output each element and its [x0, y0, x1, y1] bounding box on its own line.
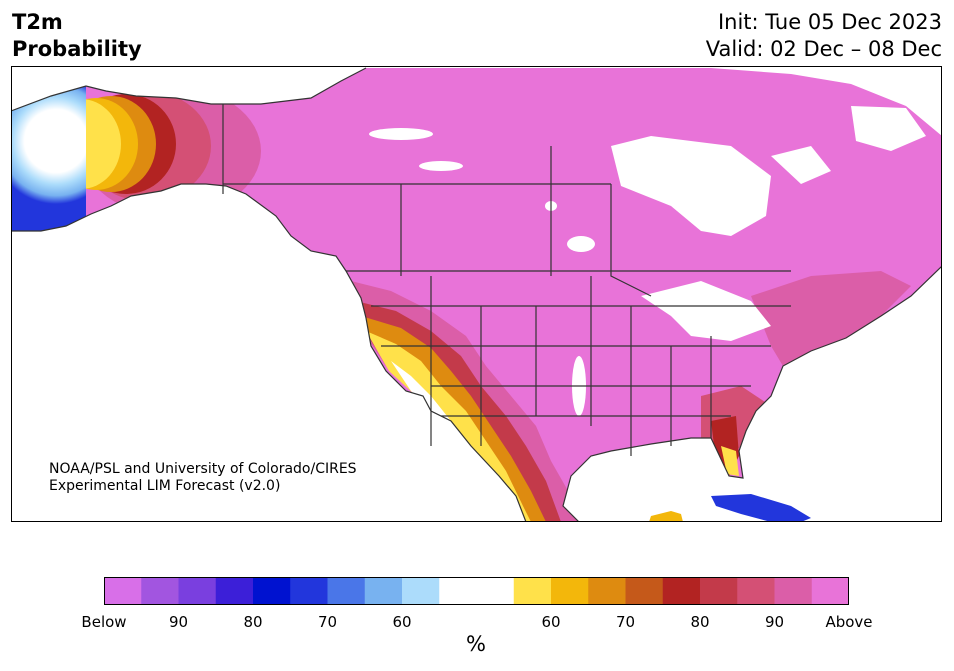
init-date: Init: Tue 05 Dec 2023 [717, 10, 942, 34]
credit-line-2: Experimental LIM Forecast (v2.0) [49, 478, 281, 494]
colorbar-segment [253, 577, 291, 605]
colorbar-segment [737, 577, 775, 605]
colorbar-segment [215, 577, 254, 605]
colorbar [104, 577, 849, 605]
colorbar-ticks: Below 90 80 70 60 60 70 80 90 Above [0, 613, 954, 633]
colorbar-segment [104, 577, 142, 605]
product-label: Probability [12, 37, 142, 61]
colorbar-segment [588, 577, 626, 605]
colorbar-tick-label: 70 [317, 613, 338, 631]
colorbar-segment [625, 577, 664, 605]
colorbar-tick-label: Below [81, 613, 127, 631]
colorbar-tick-label: 60 [541, 613, 561, 631]
colorbar-segment [662, 577, 701, 605]
colorbar-tick-label: 90 [764, 613, 785, 631]
credit-text: NOAA/PSL and University of Colorado/CIRE… [49, 461, 357, 495]
valid-range: Valid: 02 Dec – 08 Dec [705, 37, 942, 61]
variable-label: T2m [12, 10, 63, 34]
colorbar-segment [327, 577, 366, 605]
colorbar-segment [476, 577, 515, 605]
colorbar-segment [178, 577, 217, 605]
colorbar-tick-label: 60 [392, 613, 412, 631]
colorbar-border [104, 577, 849, 605]
colorbar-segment [551, 577, 589, 605]
colorbar-tick-label: Above [825, 613, 873, 631]
probability-map [11, 66, 942, 522]
colorbar-unit: % [466, 632, 486, 656]
colorbar-tick-label: 80 [690, 613, 710, 631]
colorbar-segment [141, 577, 179, 605]
colorbar-segment [402, 577, 440, 605]
credit-line-1: NOAA/PSL and University of Colorado/CIRE… [49, 461, 357, 477]
date-block: Init: Tue 05 Dec 2023 Valid: 02 Dec – 08… [706, 9, 942, 63]
colorbar-segment [700, 577, 738, 605]
colorbar-tick-label: 80 [243, 613, 263, 631]
colorbar-segment [364, 577, 403, 605]
colorbar-tick-label: 70 [615, 613, 636, 631]
colorbar-segment [290, 577, 328, 605]
title-block: T2m Probability [12, 9, 142, 63]
colorbar-segment [439, 577, 477, 605]
colorbar-segment [811, 577, 849, 605]
colorbar-segment [774, 577, 813, 605]
colorbar-segment [513, 577, 552, 605]
colorbar-tick-label: 90 [168, 613, 189, 631]
